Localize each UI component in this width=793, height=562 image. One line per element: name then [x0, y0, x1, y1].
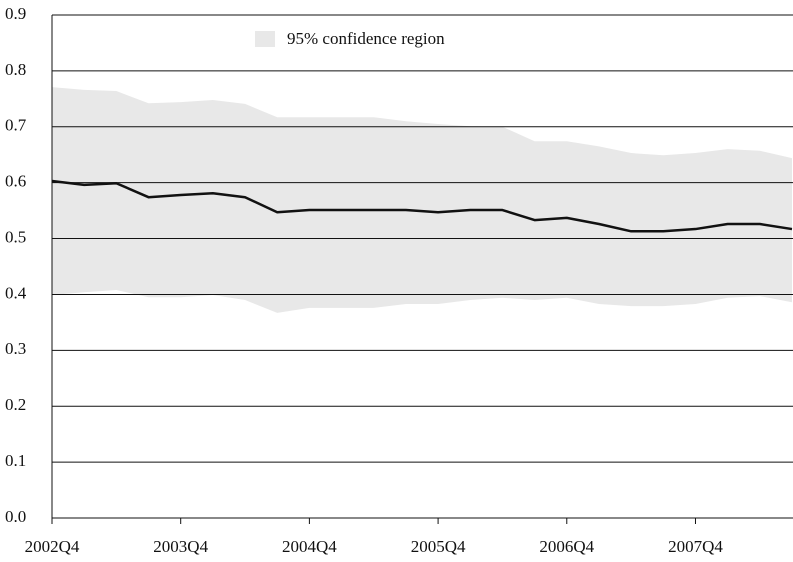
- x-tick-label: 2005Q4: [411, 537, 466, 556]
- legend-swatch: [255, 31, 275, 47]
- y-tick-label: 0.2: [5, 395, 26, 414]
- y-tick-label: 0.0: [5, 507, 26, 526]
- x-tick-label: 2002Q4: [25, 537, 80, 556]
- y-tick-label: 0.9: [5, 4, 26, 23]
- legend-label: 95% confidence region: [287, 29, 445, 48]
- confidence-band: [52, 87, 792, 313]
- x-tick-label: 2004Q4: [282, 537, 337, 556]
- x-tick-label: 2007Q4: [668, 537, 723, 556]
- x-tick-label: 2003Q4: [153, 537, 208, 556]
- y-tick-label: 0.3: [5, 339, 26, 358]
- y-tick-label: 0.1: [5, 451, 26, 470]
- x-tick-label: 2006Q4: [539, 537, 594, 556]
- line: [51, 179, 793, 233]
- y-tick-label: 0.7: [5, 116, 27, 135]
- y-tick-label: 0.4: [5, 283, 27, 302]
- y-tick-label: 0.8: [5, 60, 26, 79]
- y-tick-label: 0.6: [5, 172, 26, 191]
- y-tick-label: 0.5: [5, 227, 26, 246]
